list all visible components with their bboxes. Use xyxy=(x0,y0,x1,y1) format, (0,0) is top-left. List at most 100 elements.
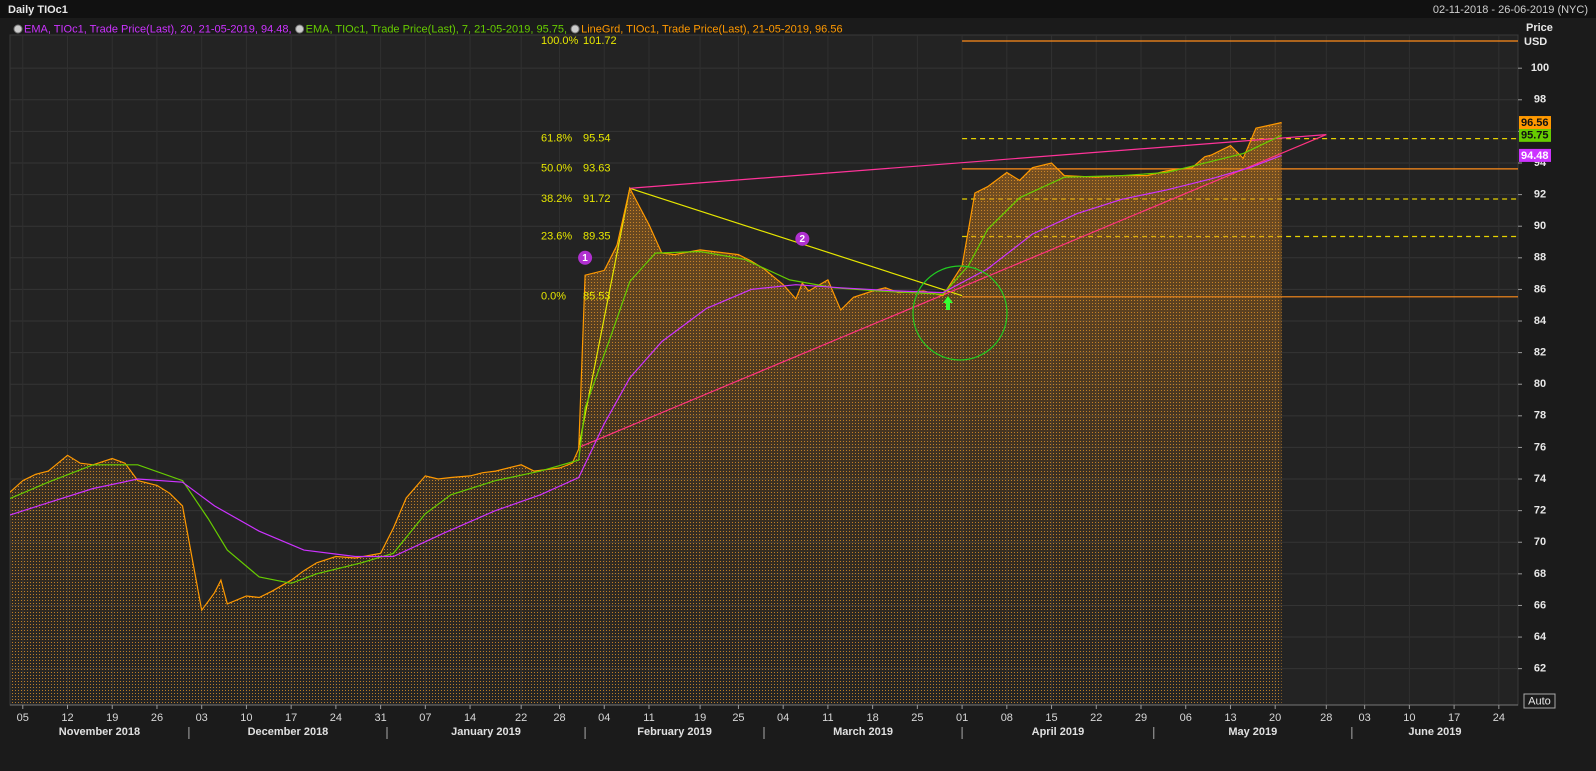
x-tick-label: 08 xyxy=(1001,712,1013,724)
chart-title: Daily TIOc1 xyxy=(8,4,68,16)
y-tick-label: 84 xyxy=(1534,315,1547,327)
date-range: 02-11-2018 - 26-06-2019 (NYC) xyxy=(1433,4,1588,16)
x-tick-label: 17 xyxy=(285,712,297,724)
y-tick-label: 88 xyxy=(1534,252,1546,264)
legend-label: EMA, TIOc1, Trade Price(Last), 7, 21-05-… xyxy=(306,23,567,35)
fib-value: 91.72 xyxy=(583,193,611,205)
x-tick-label: 29 xyxy=(1135,712,1147,724)
x-tick-label: 19 xyxy=(106,712,118,724)
x-tick-label: 15 xyxy=(1045,712,1057,724)
x-tick-label: 31 xyxy=(374,712,386,724)
x-tick-label: 13 xyxy=(1224,712,1236,724)
y-tick-label: 92 xyxy=(1534,189,1546,201)
y-axis-unit: USD xyxy=(1524,36,1547,48)
series-line xyxy=(10,121,1282,612)
annotation-label: 1 xyxy=(582,253,588,264)
last-value-label: 95.75 xyxy=(1521,130,1549,142)
fib-percent: 23.6% xyxy=(541,230,572,242)
last-value-badge xyxy=(1519,116,1551,130)
x-tick-label: 05 xyxy=(17,712,29,724)
trend-line xyxy=(629,134,1327,189)
auto-button-label[interactable]: Auto xyxy=(1528,695,1551,707)
y-tick-label: 68 xyxy=(1534,568,1546,580)
fib-percent: 50.0% xyxy=(541,163,572,175)
x-tick-label: 11 xyxy=(822,712,833,724)
y-tick-label: 78 xyxy=(1534,410,1546,422)
x-tick-label: 07 xyxy=(419,712,431,724)
y-tick-label: 90 xyxy=(1534,220,1546,232)
highlight-circle xyxy=(912,265,1008,361)
x-tick-label: 20 xyxy=(1269,712,1281,724)
x-tick-label: 03 xyxy=(1359,712,1371,724)
x-tick-label: 12 xyxy=(61,712,73,724)
month-label: March 2019 xyxy=(833,726,893,738)
fib-value: 93.63 xyxy=(583,163,611,175)
y-tick-label: 98 xyxy=(1534,94,1546,106)
x-tick-label: 25 xyxy=(732,712,744,724)
fib-value: 85.53 xyxy=(583,291,611,303)
y-tick-label: 86 xyxy=(1534,283,1546,295)
fib-percent: 61.8% xyxy=(541,133,572,145)
trend-line xyxy=(578,134,1327,448)
x-tick-label: 19 xyxy=(694,712,706,724)
last-value-badge xyxy=(1519,128,1551,142)
fib-percent: 38.2% xyxy=(541,193,572,205)
title-bar xyxy=(0,0,1596,18)
series-line xyxy=(10,154,1282,558)
y-tick-label: 74 xyxy=(1534,473,1547,485)
y-tick-label: 80 xyxy=(1534,378,1546,390)
x-tick-label: 10 xyxy=(1403,712,1415,724)
x-tick-label: 28 xyxy=(553,712,565,724)
month-label: May 2019 xyxy=(1228,726,1277,738)
legend-label: EMA, TIOc1, Trade Price(Last), 20, 21-05… xyxy=(24,23,292,35)
x-tick-label: 24 xyxy=(1493,712,1505,724)
month-label: December 2018 xyxy=(248,726,329,738)
last-value-label: 96.56 xyxy=(1521,117,1549,129)
x-tick-label: 06 xyxy=(1180,712,1192,724)
month-label: June 2019 xyxy=(1408,726,1461,738)
y-axis-label: Price xyxy=(1526,22,1553,34)
x-tick-label: 24 xyxy=(330,712,342,724)
legend-label: LineGrd, TIOc1, Trade Price(Last), 21-05… xyxy=(581,23,843,35)
legend-icon xyxy=(13,24,23,34)
annotation-label: 2 xyxy=(800,234,806,245)
up-arrow xyxy=(943,296,953,310)
y-tick-label: 64 xyxy=(1534,631,1547,643)
x-tick-label: 22 xyxy=(515,712,527,724)
annotation-marker xyxy=(795,231,810,246)
y-tick-label: 72 xyxy=(1534,505,1546,517)
x-tick-label: 22 xyxy=(1090,712,1102,724)
y-tick-label: 62 xyxy=(1534,663,1546,675)
last-value-badge xyxy=(1519,148,1551,162)
x-tick-label: 18 xyxy=(867,712,879,724)
x-tick-label: 25 xyxy=(911,712,923,724)
fib-value: 89.35 xyxy=(583,230,611,242)
fib-percent: 100.0% xyxy=(541,35,579,47)
x-tick-label: 10 xyxy=(240,712,252,724)
auto-button[interactable] xyxy=(1523,693,1556,709)
x-tick-label: 14 xyxy=(464,712,476,724)
x-tick-label: 03 xyxy=(196,712,208,724)
y-tick-label: 82 xyxy=(1534,347,1546,359)
x-tick-label: 26 xyxy=(151,712,163,724)
x-tick-label: 04 xyxy=(598,712,610,724)
axes: 6264666870727476788082848688909294969810… xyxy=(0,35,1596,771)
x-tick-label: 17 xyxy=(1448,712,1460,724)
legend-icon xyxy=(570,24,580,34)
month-label: November 2018 xyxy=(59,726,140,738)
x-axis-band xyxy=(0,706,1596,771)
fib-value: 101.72 xyxy=(583,35,617,47)
series-line xyxy=(10,134,1282,584)
y-tick-label: 66 xyxy=(1534,599,1546,611)
legend-icon xyxy=(295,24,305,34)
fib-value: 95.54 xyxy=(583,133,611,145)
y-tick-label: 76 xyxy=(1534,441,1546,453)
y-tick-label: 100 xyxy=(1531,62,1549,74)
annotation-marker xyxy=(578,250,593,265)
fib-percent: 0.0% xyxy=(541,291,566,303)
last-value-label: 94.48 xyxy=(1521,150,1549,162)
x-tick-label: 11 xyxy=(643,712,654,724)
axis-header xyxy=(1523,22,1593,50)
y-tick-label: 70 xyxy=(1534,536,1546,548)
month-label: January 2019 xyxy=(451,726,521,738)
